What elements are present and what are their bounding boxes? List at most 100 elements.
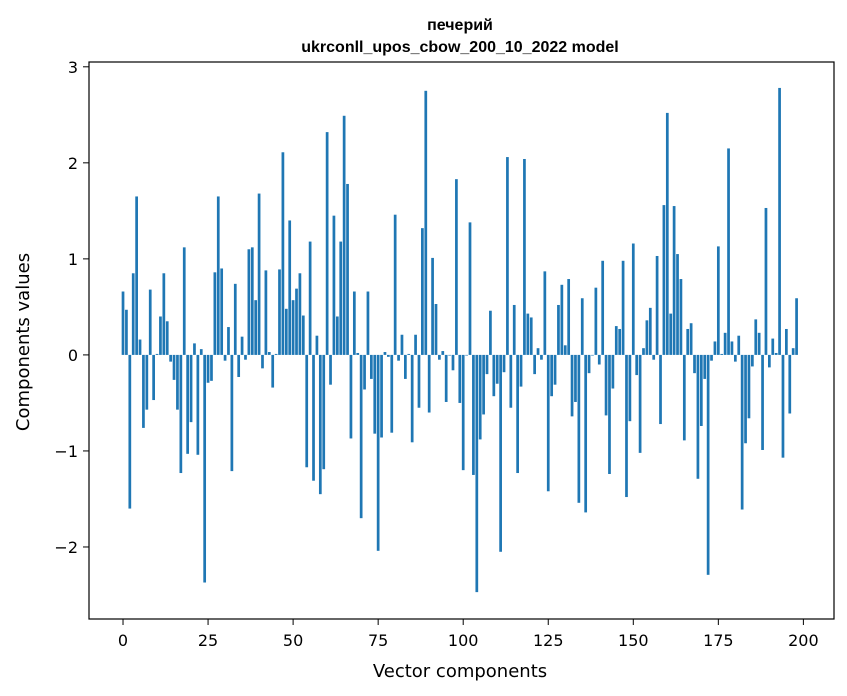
bar-series (121, 87, 798, 593)
bar-component-42 (264, 270, 268, 355)
bar-component-58 (318, 354, 322, 495)
bar-component-143 (608, 354, 611, 474)
bar-component-43 (267, 352, 271, 355)
bar-component-52 (298, 273, 302, 355)
bar-component-167 (689, 323, 693, 355)
bar-component-1 (125, 309, 128, 355)
x-tick-label: 0 (118, 631, 128, 650)
bar-component-46 (278, 269, 281, 355)
bar-component-41 (261, 354, 264, 369)
x-tick-label: 25 (198, 631, 218, 650)
bar-component-34 (237, 354, 241, 377)
bar-component-77 (383, 352, 387, 355)
bar-component-18 (182, 247, 186, 355)
y-tick-label: 3 (68, 58, 78, 77)
bar-component-87 (417, 354, 421, 408)
bar-component-2 (128, 354, 132, 509)
bar-component-122 (536, 348, 540, 355)
bar-component-74 (373, 354, 377, 434)
plot-frame (88, 61, 835, 620)
bar-component-112 (502, 354, 506, 373)
bar-component-183 (744, 354, 747, 444)
bar-component-162 (672, 206, 676, 355)
bar-component-68 (352, 291, 356, 355)
x-tick-label: 200 (788, 631, 819, 650)
x-tick-label: 50 (283, 631, 303, 650)
bar-component-92 (434, 304, 438, 355)
bar-component-170 (699, 354, 703, 426)
bar-component-142 (604, 354, 608, 416)
bar-component-102 (468, 222, 472, 355)
bar-component-171 (703, 354, 707, 379)
bar-component-105 (478, 354, 482, 440)
bar-component-56 (312, 354, 315, 481)
x-axis: 0 25 50 75 100 125 150 175 200 (118, 619, 819, 650)
bar-component-93 (438, 354, 441, 360)
bar-component-189 (764, 207, 768, 355)
bar-component-22 (196, 354, 200, 455)
bar-component-49 (288, 220, 292, 355)
bar-component-190 (768, 354, 771, 368)
bar-component-85 (410, 354, 414, 443)
bar-component-59 (322, 354, 326, 470)
bar-component-172 (706, 354, 710, 575)
bar-component-88 (421, 228, 424, 355)
bar-component-165 (682, 354, 686, 441)
bar-component-36 (244, 354, 247, 360)
bar-component-159 (662, 205, 666, 355)
bar-component-110 (495, 354, 499, 384)
chart-subtitle: ukrconll_upos_cbow_200_10_2022 model (301, 39, 618, 56)
x-tick-label: 125 (533, 631, 564, 650)
bar-component-78 (387, 354, 390, 357)
bar-component-14 (169, 354, 172, 362)
bar-component-94 (441, 351, 445, 355)
bar-component-73 (369, 354, 373, 379)
bar-component-155 (648, 307, 652, 355)
chart-title: печерий (427, 17, 493, 34)
x-tick-label: 150 (618, 631, 649, 650)
bar-component-66 (346, 183, 349, 355)
bar-component-117 (519, 354, 523, 387)
x-tick-label: 175 (703, 631, 734, 650)
bar-component-71 (363, 354, 366, 390)
bar-component-60 (325, 132, 329, 355)
bar-component-67 (349, 354, 353, 439)
x-axis-label: Vector components (373, 661, 547, 682)
bar-component-163 (676, 254, 679, 355)
bar-component-109 (492, 354, 496, 397)
bar-component-75 (376, 354, 380, 551)
bar-component-158 (659, 354, 662, 425)
x-tick-label: 75 (368, 631, 388, 650)
bar-component-11 (159, 316, 162, 355)
bar-component-44 (271, 354, 275, 388)
y-axis: 3 2 1 0 −1 −2 (54, 58, 89, 557)
bar-component-152 (638, 354, 642, 453)
bar-component-195 (785, 328, 788, 355)
bar-component-53 (301, 315, 305, 355)
bar-component-166 (686, 328, 690, 355)
bar-component-176 (720, 353, 724, 355)
bar-component-21 (193, 343, 196, 355)
bar-component-169 (696, 354, 700, 479)
bar-component-28 (216, 196, 220, 355)
bar-component-121 (533, 354, 536, 375)
bar-component-119 (526, 313, 530, 355)
bar-component-181 (737, 335, 741, 355)
x-tick-label: 100 (448, 631, 479, 650)
bar-component-98 (455, 179, 458, 355)
bar-component-150 (631, 243, 635, 355)
bar-component-113 (506, 157, 509, 355)
bar-component-15 (172, 354, 176, 380)
bar-component-103 (472, 354, 475, 475)
bar-component-193 (778, 87, 781, 355)
bar-component-39 (254, 300, 258, 355)
bar-component-114 (509, 354, 513, 408)
bar-component-65 (342, 115, 346, 355)
bar-component-99 (458, 354, 462, 403)
bar-component-32 (230, 354, 234, 472)
bar-component-54 (305, 354, 309, 468)
bar-component-120 (529, 317, 533, 355)
bar-component-25 (206, 354, 210, 383)
bar-component-191 (771, 338, 775, 355)
